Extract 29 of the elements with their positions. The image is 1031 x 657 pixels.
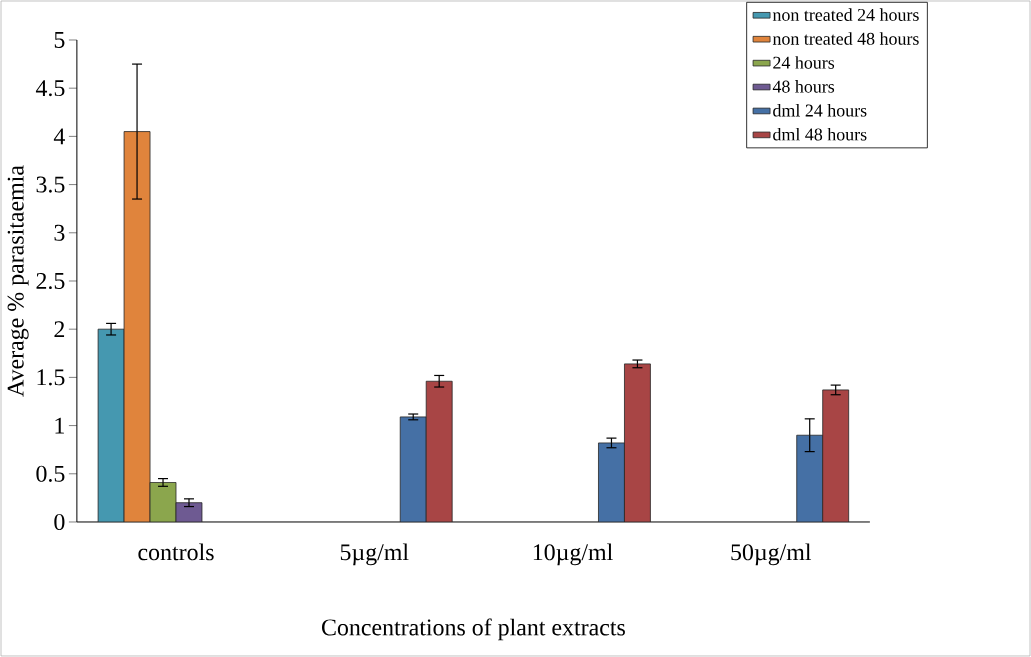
x-tick-label: 5µg/ml xyxy=(340,543,409,566)
legend-label: 48 hours xyxy=(772,80,835,93)
x-tick-label: 10µg/ml xyxy=(533,543,613,566)
legend-label: 24 hours xyxy=(773,56,835,69)
x-tick-label: controls xyxy=(138,543,214,561)
y-tick-label: 2.5 xyxy=(36,272,65,290)
legend-label: dml 24 hours xyxy=(773,103,867,117)
x-axis-title: Concentrations of plant extracts xyxy=(321,618,625,641)
legend-label: non treated 48 hours xyxy=(772,32,919,45)
bar xyxy=(624,363,651,522)
x-tick-label: 50µg/ml xyxy=(731,543,812,566)
y-tick-label: 1 xyxy=(55,417,64,434)
y-tick-label: 4.5 xyxy=(35,80,65,97)
y-tick-label: 4 xyxy=(53,128,65,145)
y-tick-label: 5 xyxy=(54,32,65,48)
bar xyxy=(796,434,824,522)
y-axis-title: Average % parasitaemia xyxy=(7,165,29,397)
y-tick-label: 3.5 xyxy=(36,176,65,193)
bar xyxy=(598,442,625,522)
bar xyxy=(399,416,427,522)
y-tick-label: 2 xyxy=(54,321,65,338)
y-tick-label: 3 xyxy=(54,224,65,241)
y-tick-label: 1.5 xyxy=(37,369,65,386)
y-tick-label: 0 xyxy=(54,513,65,531)
legend-label: dml 48 hours xyxy=(773,127,867,141)
bar xyxy=(425,380,453,522)
legend-label: non treated 24 hours xyxy=(772,8,919,21)
bar xyxy=(822,389,850,522)
y-tick-label: 0.5 xyxy=(36,465,65,482)
